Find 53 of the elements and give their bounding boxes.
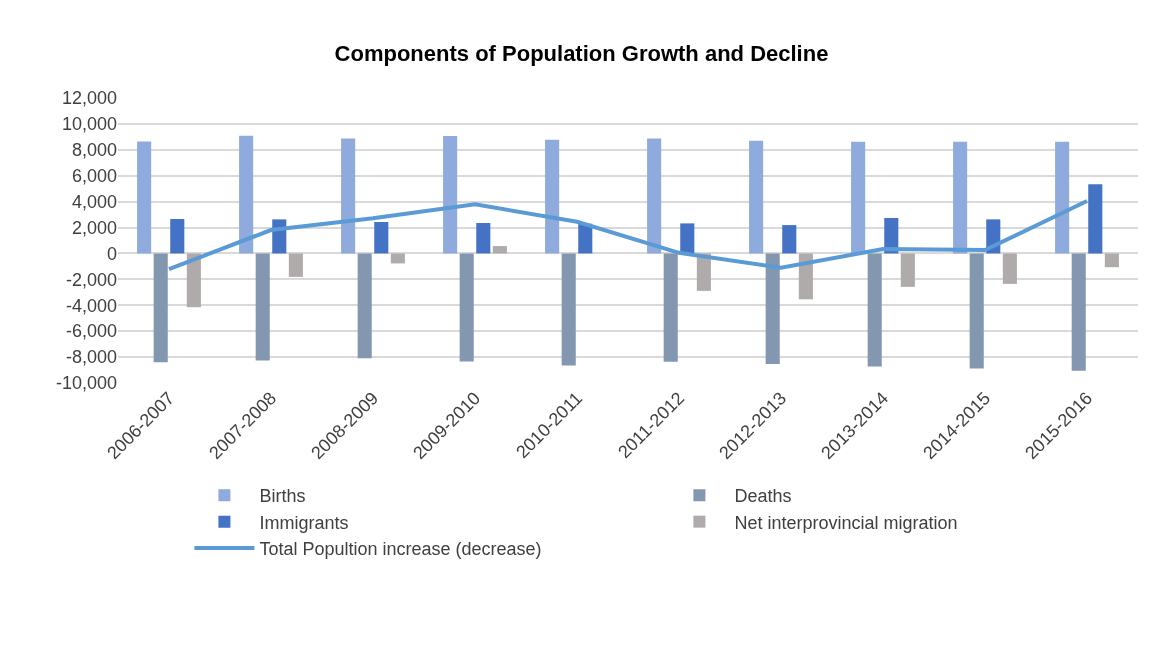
bar [1104, 253, 1119, 268]
bar [969, 253, 984, 369]
bar [749, 140, 764, 254]
bar [341, 138, 356, 254]
y-tick-label: 6,000 [71, 166, 117, 187]
y-tick-label: 10,000 [61, 114, 117, 135]
bar [390, 253, 405, 264]
bar [561, 253, 576, 366]
y-tick-label: -2,000 [65, 269, 117, 290]
bar [170, 219, 185, 254]
y-tick-label: 8,000 [71, 140, 117, 161]
legend-label: Births [259, 486, 306, 507]
bar [153, 253, 168, 363]
bar [476, 223, 491, 254]
bar [798, 253, 813, 300]
bar [1002, 253, 1017, 284]
bar [443, 136, 458, 254]
bar [851, 141, 866, 254]
bar [357, 253, 372, 359]
line-series [167, 198, 1089, 272]
bar [900, 253, 915, 287]
legend-label: Deaths [734, 486, 792, 507]
legend-label: Immigrants [259, 512, 349, 533]
bar [492, 246, 507, 254]
bar [765, 253, 780, 365]
bar [459, 253, 474, 362]
y-tick-label: -10,000 [55, 373, 117, 394]
bar [680, 223, 695, 254]
bar [239, 135, 254, 254]
bar [782, 225, 797, 254]
bar [186, 253, 201, 308]
bar [663, 253, 678, 362]
bar [545, 139, 560, 254]
y-tick-label: -6,000 [65, 321, 117, 342]
legend-label: Total Popultion increase (decrease) [259, 539, 542, 560]
bar [1071, 253, 1086, 371]
bar [255, 253, 270, 361]
bar [137, 141, 152, 254]
y-tick-label: 4,000 [71, 191, 117, 212]
y-tick-label: 0 [106, 243, 117, 264]
bar [374, 221, 389, 254]
bar [1088, 184, 1103, 254]
bar [1055, 141, 1070, 254]
legend-label: Net interprovincial migration [734, 512, 958, 533]
bar [647, 138, 662, 254]
chart-title: Components of Population Growth and Decline [334, 40, 829, 66]
bar [953, 141, 968, 254]
bar [867, 253, 882, 367]
y-tick-label: 12,000 [61, 88, 117, 109]
bar [288, 253, 303, 277]
y-tick-label: -8,000 [65, 347, 117, 368]
y-tick-label: 2,000 [71, 217, 117, 238]
y-tick-label: -4,000 [65, 295, 117, 316]
